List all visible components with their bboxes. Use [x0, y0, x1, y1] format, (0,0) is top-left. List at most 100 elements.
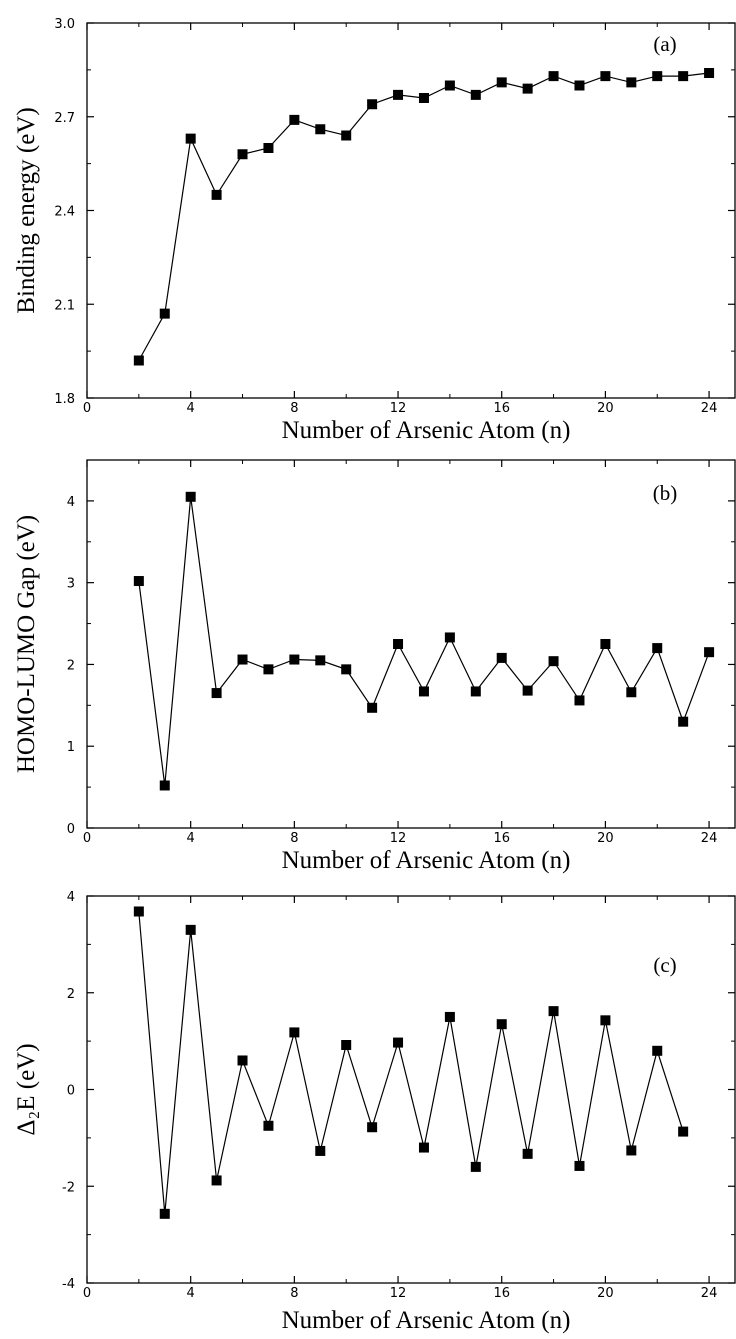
- data-point: [652, 1045, 663, 1056]
- y-tick-label: 3: [67, 577, 75, 592]
- data-point: [159, 1208, 170, 1219]
- y-axis-label: Binding energy (eV): [13, 107, 40, 313]
- x-tick-label: 0: [83, 831, 91, 846]
- data-point: [341, 1039, 352, 1050]
- x-axis-label: Number of Arsenic Atom (n): [282, 847, 571, 874]
- x-tick-label: 20: [597, 831, 614, 846]
- data-point: [393, 639, 404, 649]
- data-point: [574, 80, 585, 91]
- x-tick-label: 8: [290, 401, 298, 416]
- panel-label: (b): [653, 481, 678, 505]
- plot-frame: [86, 459, 736, 829]
- series-line: [138, 496, 710, 786]
- series-line: [138, 911, 684, 1214]
- x-tick-label: 12: [390, 1286, 407, 1301]
- data-point: [185, 133, 196, 144]
- data-point: [574, 695, 585, 706]
- x-tick-label: 12: [390, 401, 407, 416]
- x-tick-label: 4: [187, 831, 195, 846]
- panel-a: 0 4 8 12 16 20 24 1.8 2.1 2.4 2.7 3.0 Number of Arse…: [13, 17, 736, 444]
- data-point: [548, 1006, 559, 1017]
- y-tick-label: -4: [62, 1277, 75, 1292]
- data-point: [600, 639, 611, 649]
- data-point: [548, 656, 559, 667]
- series-line: [138, 72, 710, 361]
- x-tick-label: 8: [290, 831, 298, 846]
- data-point: [133, 906, 144, 917]
- data-point: [263, 143, 274, 153]
- data-point: [470, 89, 481, 100]
- plot-frame: [86, 895, 736, 1284]
- y-tick-label: 2.4: [54, 205, 75, 220]
- data-point: [522, 83, 533, 94]
- y-tick-label: 2: [67, 987, 75, 1002]
- data-point: [185, 924, 196, 935]
- data-point: [367, 702, 378, 713]
- data-point: [211, 189, 222, 200]
- data-point: [159, 308, 170, 319]
- y-tick-label: -2: [62, 1180, 75, 1195]
- panel-label: (c): [653, 953, 676, 977]
- data-point: [418, 1142, 429, 1153]
- y-tick-label: 0: [67, 1084, 75, 1099]
- data-point: [548, 71, 559, 82]
- y-tick-label: 4: [67, 495, 75, 510]
- data-point: [444, 632, 455, 643]
- data-point: [522, 1148, 533, 1159]
- x-tick-label: 4: [187, 1286, 195, 1301]
- data-point: [133, 355, 144, 366]
- data-point: [652, 643, 663, 654]
- data-point: [522, 685, 533, 696]
- data-point: [704, 647, 715, 658]
- data-point: [211, 688, 222, 699]
- data-point: [263, 1120, 274, 1131]
- data-point: [652, 71, 663, 82]
- x-axis-label: Number of Arsenic Atom (n): [282, 417, 571, 444]
- data-point: [678, 716, 689, 727]
- data-point: [704, 68, 715, 78]
- data-point: [393, 1037, 404, 1048]
- y-axis-label: HOMO-LUMO Gap (eV): [13, 515, 40, 773]
- data-point: [470, 686, 481, 697]
- y-tick-label: 2.7: [54, 111, 75, 126]
- y-axis-label: Δ₂E (eV): [13, 1043, 40, 1135]
- data-point: [600, 71, 611, 82]
- data-point: [289, 114, 300, 125]
- data-point: [263, 664, 274, 675]
- data-point: [289, 1027, 300, 1038]
- data-point: [496, 77, 507, 88]
- data-point: [626, 77, 637, 88]
- x-tick-label: 4: [187, 401, 195, 416]
- y-tick-label: 0: [67, 822, 75, 837]
- data-point: [237, 1055, 248, 1066]
- data-point: [496, 1019, 507, 1030]
- plot-frame: [86, 22, 736, 399]
- data-point: [678, 71, 689, 82]
- data-point: [367, 1122, 378, 1133]
- y-tick-label: 2.1: [54, 298, 75, 313]
- data-point: [418, 93, 429, 103]
- data-point: [315, 124, 326, 135]
- data-point: [289, 654, 300, 665]
- data-point: [237, 149, 248, 160]
- data-point: [237, 654, 248, 665]
- data-point: [341, 664, 352, 675]
- x-tick-label: 0: [83, 1286, 91, 1301]
- x-tick-label: 24: [701, 401, 718, 416]
- data-point: [444, 1011, 455, 1022]
- data-point: [418, 686, 429, 697]
- x-tick-label: 20: [597, 1286, 614, 1301]
- data-point: [315, 1145, 326, 1156]
- data-point: [341, 130, 352, 141]
- x-axis-label: Number of Arsenic Atom (n): [282, 1307, 571, 1334]
- y-tick-label: 3.0: [54, 17, 75, 32]
- x-tick-label: 16: [493, 1286, 510, 1301]
- data-point: [574, 1160, 585, 1171]
- x-tick-label: 20: [597, 401, 614, 416]
- x-tick-label: 0: [83, 401, 91, 416]
- x-tick-label: 16: [493, 401, 510, 416]
- x-tick-label: 12: [390, 831, 407, 846]
- data-point: [159, 780, 170, 791]
